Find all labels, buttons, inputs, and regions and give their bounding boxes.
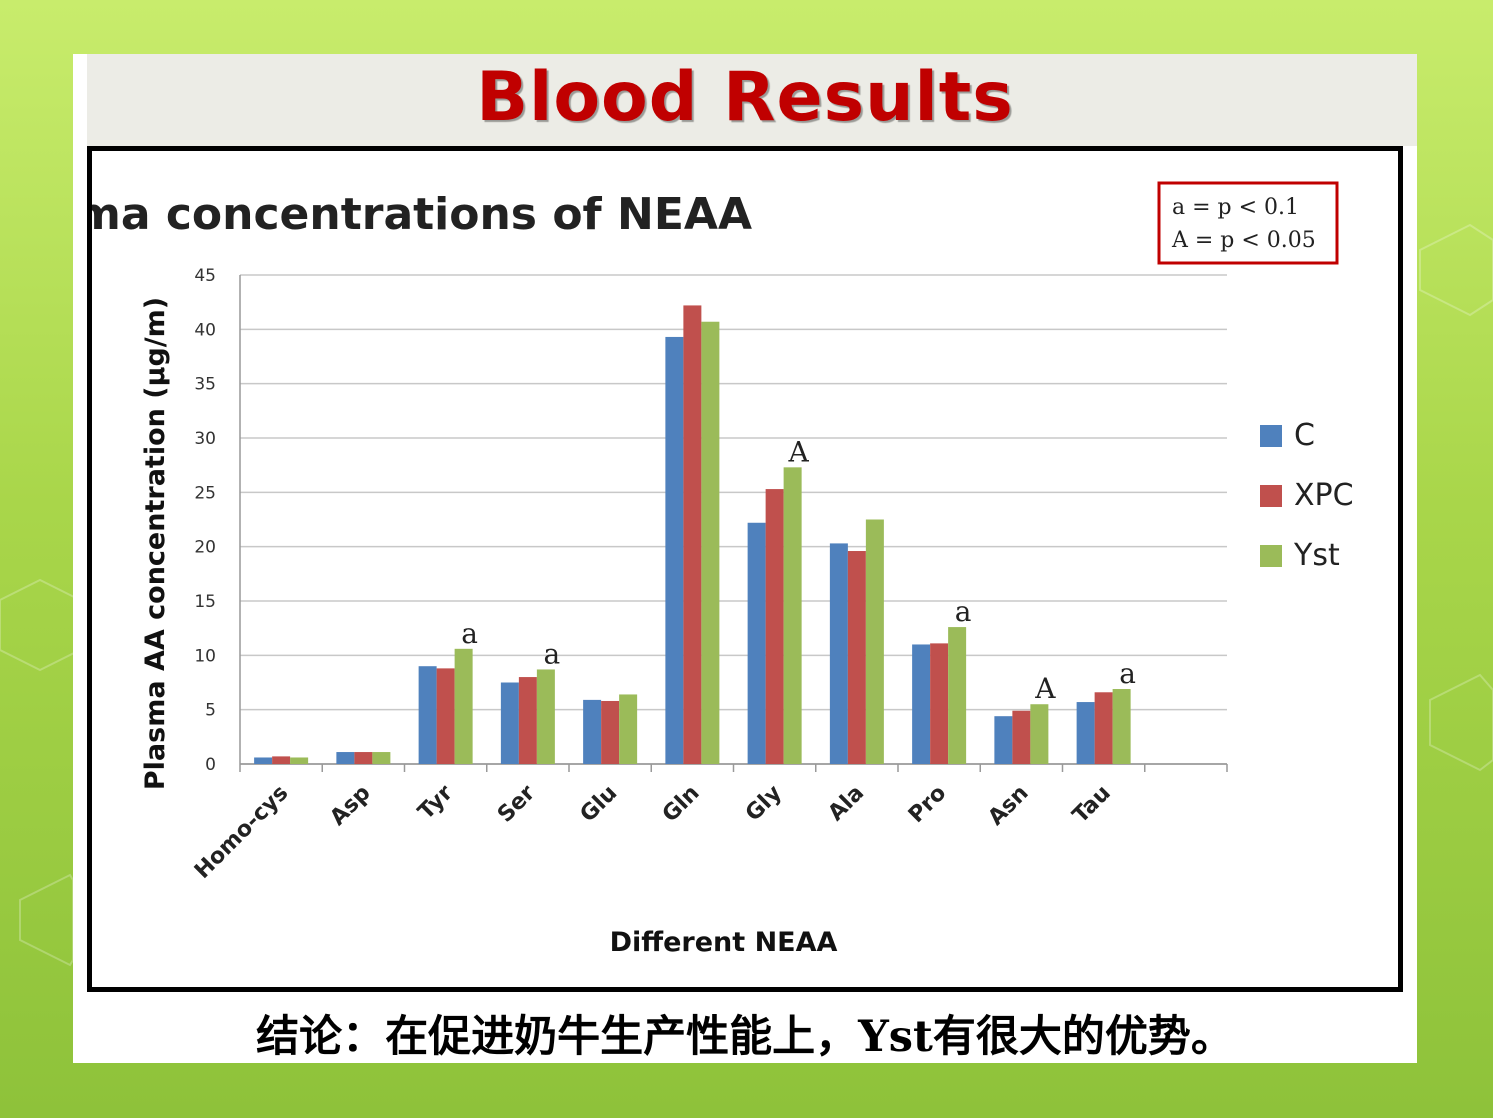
bar-yst — [536, 669, 555, 764]
bar-yst — [865, 519, 884, 764]
y-tick-label: 10 — [194, 646, 216, 666]
bar-yst — [1030, 704, 1049, 764]
significance-key-box — [1157, 181, 1339, 265]
x-axis-label: Different NEAA — [610, 927, 838, 958]
bar-yst — [619, 694, 638, 764]
bar-c — [418, 666, 437, 764]
conclusion-text: 结论：在促进奶牛生产性能上，Yst有很大的优势。 — [256, 1012, 1234, 1062]
bar-c — [829, 543, 848, 764]
bar-c — [500, 682, 519, 764]
significance-label: A — [1034, 672, 1056, 705]
slide-title: Blood Results — [476, 58, 1014, 137]
x-tick-label: Asn — [984, 781, 1034, 831]
legend-swatch-yst — [1260, 545, 1282, 567]
bar-yst — [372, 752, 391, 764]
bar-xpc — [272, 756, 291, 764]
y-tick-label: 5 — [205, 701, 216, 721]
bar-xpc — [930, 643, 949, 764]
y-tick-label: 25 — [194, 483, 216, 503]
title-band — [87, 54, 1417, 146]
chart-title: Plasma concentrations of NEAA — [92, 189, 752, 240]
bar-c — [747, 522, 766, 764]
x-tick-label: Gln — [658, 781, 705, 828]
bar-c — [583, 699, 602, 764]
y-tick-label: 40 — [194, 320, 216, 340]
legend-label-c: C — [1294, 418, 1315, 453]
x-tick-label: Ser — [493, 780, 540, 827]
x-tick-label: Tau — [1068, 781, 1116, 829]
bar-xpc — [354, 752, 373, 764]
bar-yst — [454, 648, 473, 764]
y-tick-label: 30 — [194, 429, 216, 449]
slide-panel: Blood Results Plasma concentrations of N… — [0, 54, 1417, 1063]
bar-yst — [1112, 689, 1131, 764]
x-tick-label: Tyr — [414, 780, 458, 824]
bar-c — [994, 716, 1013, 764]
bar-xpc — [518, 677, 537, 764]
bar-yst — [783, 467, 802, 764]
bar-xpc — [601, 700, 620, 764]
bar-xpc — [765, 489, 784, 764]
bar-xpc — [683, 305, 702, 764]
bar-chart: Plasma concentrations of NEAA a = p < 0.1… — [0, 181, 1354, 958]
legend-swatch-xpc — [1260, 485, 1282, 507]
x-tick-label: Asp — [326, 781, 376, 831]
y-tick-label: 0 — [205, 755, 216, 775]
y-tick-label: 35 — [194, 375, 216, 395]
bar-yst — [948, 627, 967, 764]
significance-key-line-1: a = p < 0.1 — [1172, 195, 1299, 220]
significance-label: a — [544, 637, 561, 670]
bar-yst — [701, 321, 720, 764]
x-tick-label: Ala — [824, 781, 870, 827]
y-tick-label: 15 — [194, 592, 216, 612]
significance-label: A — [788, 435, 810, 468]
bar-xpc — [436, 668, 455, 764]
significance-label: a — [1119, 657, 1136, 690]
y-tick-label: 20 — [194, 538, 216, 558]
bar-c — [1076, 702, 1095, 764]
bar-c — [254, 757, 273, 764]
bar-c — [665, 336, 684, 764]
y-axis-label: Plasma AA concentration (µg/m) — [140, 297, 171, 790]
bar-xpc — [1094, 692, 1113, 764]
bar-xpc — [1012, 710, 1031, 764]
bar-c — [336, 752, 355, 764]
x-tick-label: Pro — [904, 781, 951, 828]
x-tick-label: Glu — [576, 781, 623, 828]
x-tick-label: Homo-cys — [190, 781, 293, 884]
significance-label: a — [461, 617, 478, 650]
legend-label-xpc: XPC — [1294, 478, 1354, 513]
legend-label-yst: Yst — [1293, 538, 1340, 573]
bar-xpc — [847, 551, 866, 764]
bar-c — [912, 644, 931, 764]
significance-key-line-2: A = p < 0.05 — [1171, 228, 1316, 253]
y-tick-label: 45 — [194, 266, 216, 286]
chart-frame: Plasma concentrations of NEAA a = p < 0.1… — [0, 146, 1403, 992]
legend-swatch-c — [1260, 425, 1282, 447]
x-tick-label: Gly — [741, 781, 787, 827]
bar-yst — [290, 757, 309, 764]
significance-label: a — [955, 595, 972, 628]
